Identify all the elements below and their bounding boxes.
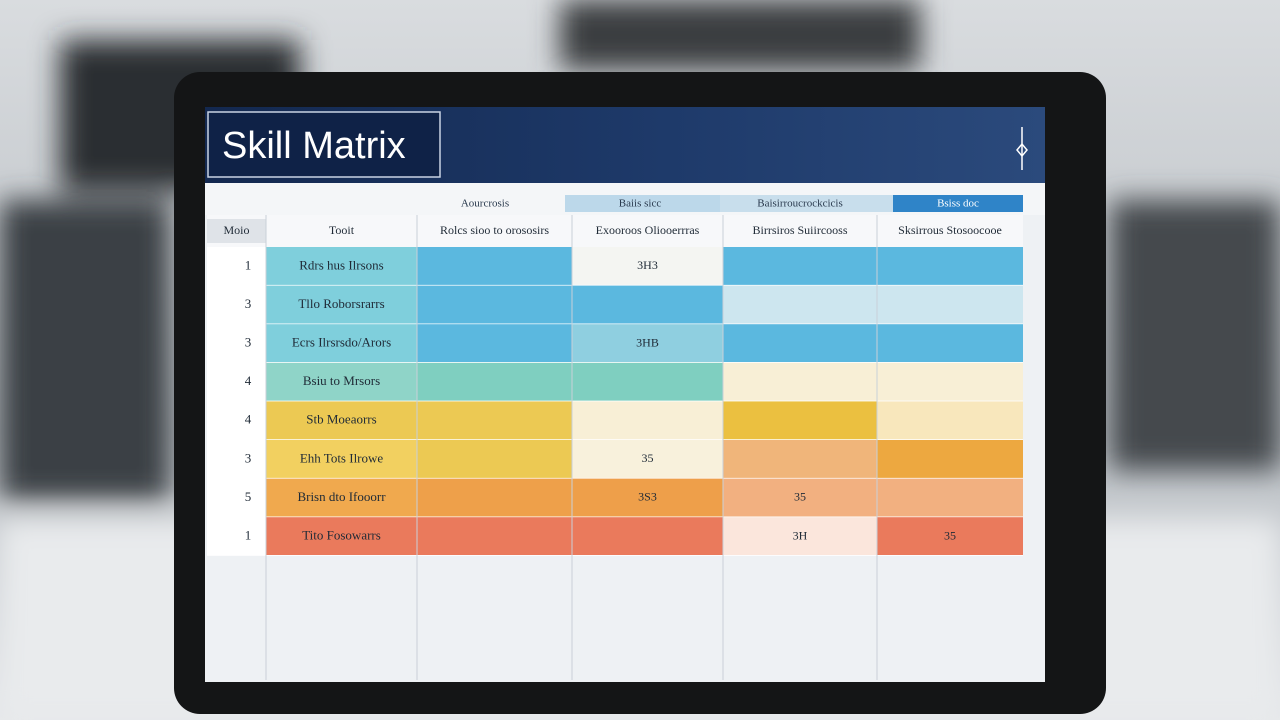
- level-cell: [877, 517, 1023, 556]
- level-cell: [723, 401, 877, 440]
- level-cell: [572, 401, 723, 440]
- row-number-cell: [207, 440, 266, 479]
- skill-cell: [266, 478, 417, 518]
- cell-value: 35: [944, 528, 956, 542]
- skill-cell: [266, 324, 417, 363]
- column-header: Exooroos Oliooerrras: [596, 223, 700, 237]
- column-header: Tooit: [329, 223, 355, 237]
- group-band: [720, 195, 893, 212]
- skill-cell: [266, 285, 417, 325]
- group-band: [893, 195, 1023, 212]
- level-cell: [877, 247, 1023, 286]
- level-cell: [572, 247, 723, 286]
- row-number-cell: [207, 362, 266, 402]
- cell-value: 3H: [793, 528, 808, 542]
- level-cell: [572, 285, 723, 325]
- level-cell: [723, 285, 877, 325]
- level-cell: [572, 440, 723, 479]
- column-header: Moio: [223, 223, 249, 237]
- row-number-cell: [207, 247, 266, 286]
- level-cell: [877, 362, 1023, 402]
- level-cell: [877, 440, 1023, 479]
- header-row: [207, 215, 1023, 247]
- skill-name: Ecrs Ilrsrsdo/Arors: [292, 334, 391, 349]
- column-header: Sksirrous Stosoocooe: [898, 223, 1002, 237]
- skill-cell: [266, 401, 417, 440]
- level-cell: [877, 478, 1023, 518]
- level-cell: [723, 324, 877, 363]
- level-cell: [417, 440, 572, 479]
- level-cell: [723, 440, 877, 479]
- menu-icon[interactable]: [1016, 127, 1028, 170]
- level-cell: [723, 517, 877, 556]
- row-number-cell: [207, 285, 266, 325]
- level-cell: [723, 362, 877, 402]
- group-header: Baisirroucrockcicis: [757, 198, 843, 210]
- row-number: 1: [245, 527, 252, 542]
- empty-area: [207, 555, 1023, 680]
- column-header: Birrsiros Suiircooss: [752, 223, 847, 237]
- level-cell: [723, 247, 877, 286]
- level-cell: [572, 517, 723, 556]
- level-cell: [877, 285, 1023, 325]
- row-number: 3: [245, 450, 252, 465]
- skill-cell: [266, 247, 417, 286]
- cell-value: 3HB: [636, 335, 659, 349]
- row-number-cell: [207, 478, 266, 518]
- row-number: 5: [245, 489, 252, 504]
- title-box: [207, 111, 441, 178]
- level-cell: [417, 362, 572, 402]
- level-cell: [877, 401, 1023, 440]
- row-number: 3: [245, 334, 252, 349]
- row-number: 4: [245, 412, 252, 427]
- row-number: 1: [245, 257, 252, 272]
- column-header: Rolcs sioo to orososirs: [440, 223, 549, 237]
- skill-cell: [266, 517, 417, 556]
- row-number-cell: [207, 401, 266, 440]
- skill-name: Brisn dto Ifooorr: [297, 489, 386, 504]
- skill-cell: [266, 440, 417, 479]
- row-number: 4: [245, 373, 252, 388]
- level-cell: [572, 362, 723, 402]
- table: Aourcrosis Baiis sicc Baisirroucrockcicis B…: [207, 198, 1023, 680]
- skill-name: Stb Moeaorrs: [306, 412, 376, 427]
- level-cell: [572, 478, 723, 518]
- level-cell: [417, 324, 572, 363]
- cell-value: 35: [642, 451, 654, 465]
- row-number: 3: [245, 296, 252, 311]
- skill-name: Tito Fosowarrs: [302, 527, 381, 542]
- row-number-cell: [207, 324, 266, 363]
- level-cell: [877, 324, 1023, 363]
- level-cell: [417, 517, 572, 556]
- group-header: Bsiss doc: [937, 198, 979, 210]
- group-header: Aourcrosis: [461, 198, 509, 210]
- level-cell: [572, 324, 723, 363]
- cell-value: 3S3: [638, 490, 657, 504]
- skill-cell: [266, 362, 417, 402]
- row-number-cell: [207, 517, 266, 556]
- level-cell: [417, 478, 572, 518]
- cell-value: 35: [794, 490, 806, 504]
- level-cell: [723, 478, 877, 518]
- cell-value: 3H3: [637, 258, 658, 272]
- skill-name: Rdrs hus Ilrsons: [299, 257, 384, 272]
- group-band: [565, 195, 720, 212]
- level-cell: [417, 401, 572, 440]
- skill-name: Bsiu to Mrsors: [303, 373, 380, 388]
- header-cell: [207, 219, 266, 243]
- skill-name: Tllo Roborsrarrs: [298, 296, 384, 311]
- title: Skill Matrix: [222, 125, 406, 167]
- skill-name: Ehh Tots Ilrowe: [300, 450, 384, 465]
- group-header: Baiis sicc: [619, 198, 662, 210]
- level-cell: [417, 247, 572, 286]
- level-cell: [417, 285, 572, 325]
